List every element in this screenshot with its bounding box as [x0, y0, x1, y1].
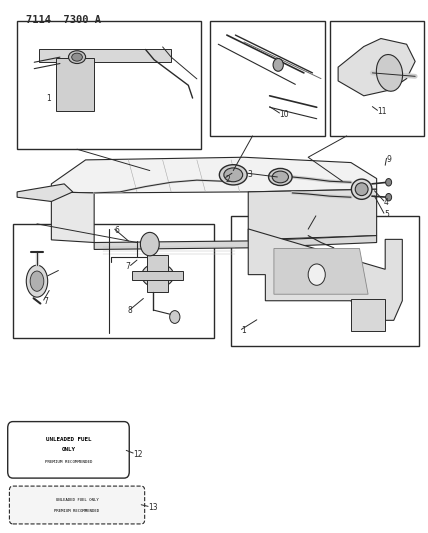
Text: UNLEADED FUEL ONLY: UNLEADED FUEL ONLY	[56, 498, 98, 502]
Bar	[210, 21, 325, 136]
Text: 1: 1	[241, 326, 246, 335]
Polygon shape	[39, 50, 171, 62]
Ellipse shape	[272, 171, 288, 183]
Text: 4: 4	[384, 198, 389, 207]
Text: 1: 1	[46, 94, 51, 103]
Ellipse shape	[351, 179, 372, 199]
Text: 2: 2	[226, 175, 230, 183]
FancyBboxPatch shape	[9, 486, 145, 524]
Bar	[13, 224, 214, 338]
Text: 10: 10	[279, 110, 289, 119]
Text: 7114  7300 A: 7114 7300 A	[26, 15, 101, 25]
Circle shape	[386, 193, 392, 201]
Ellipse shape	[26, 265, 48, 297]
FancyBboxPatch shape	[8, 422, 129, 478]
Polygon shape	[94, 236, 377, 249]
Ellipse shape	[220, 165, 247, 185]
Bar	[351, 299, 385, 331]
Bar	[330, 21, 424, 136]
Circle shape	[308, 264, 325, 285]
Ellipse shape	[147, 268, 168, 284]
Bar	[132, 271, 183, 280]
Text: PREMIUM RECOMMENDED: PREMIUM RECOMMENDED	[54, 510, 100, 513]
Polygon shape	[248, 189, 377, 240]
Circle shape	[386, 179, 392, 186]
Text: 5: 5	[384, 210, 389, 219]
Text: 6: 6	[115, 226, 119, 235]
Ellipse shape	[376, 54, 403, 91]
Text: 8: 8	[128, 306, 132, 314]
Bar	[231, 216, 419, 346]
Text: 7: 7	[125, 262, 130, 271]
Text: 11: 11	[377, 108, 387, 116]
Ellipse shape	[142, 263, 174, 287]
Ellipse shape	[224, 168, 243, 182]
Ellipse shape	[30, 271, 44, 291]
Polygon shape	[51, 157, 377, 193]
Circle shape	[140, 232, 159, 256]
Ellipse shape	[72, 53, 82, 61]
Bar	[56, 58, 94, 111]
Bar	[17, 21, 201, 149]
Polygon shape	[51, 192, 94, 243]
Ellipse shape	[269, 168, 292, 185]
Text: 12: 12	[133, 450, 143, 458]
Circle shape	[273, 59, 283, 71]
Text: UNLEADED FUEL: UNLEADED FUEL	[46, 437, 91, 442]
Ellipse shape	[355, 183, 368, 196]
Text: ONLY: ONLY	[62, 447, 75, 453]
Text: 9: 9	[386, 156, 391, 164]
Ellipse shape	[68, 51, 86, 63]
Polygon shape	[248, 229, 402, 320]
Text: 3: 3	[247, 171, 252, 179]
Polygon shape	[338, 38, 415, 96]
Polygon shape	[17, 184, 73, 201]
Text: PREMIUM RECOMMENDED: PREMIUM RECOMMENDED	[45, 460, 92, 464]
Text: 13: 13	[148, 503, 158, 512]
Bar	[147, 255, 168, 293]
Text: 7: 7	[44, 297, 48, 305]
Polygon shape	[274, 248, 368, 294]
Circle shape	[169, 311, 180, 324]
